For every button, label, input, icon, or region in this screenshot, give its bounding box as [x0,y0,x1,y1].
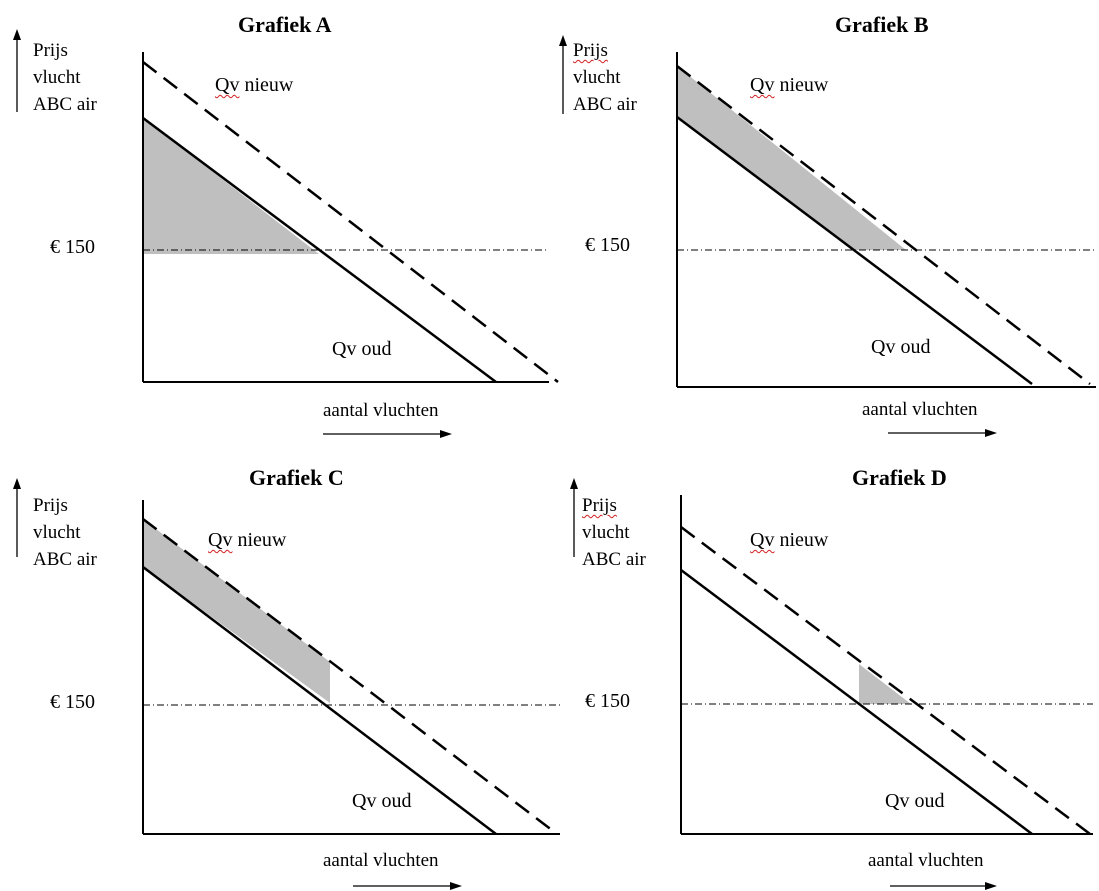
demand-old-label: Qv oud [885,790,945,812]
graph-panel-a: Grafiek A Prijs vlucht ABC air € 150 Qv … [0,0,559,445]
y-axis-arrowhead [559,35,567,46]
demand-new-suffix: nieuw [774,529,829,551]
demand-new-line [680,526,1091,835]
graph-title: Grafiek D [852,465,947,490]
demand-new-suffix: nieuw [239,74,294,96]
y-axis-arrowhead [13,478,21,489]
y-label-line3: ABC air [573,94,637,115]
demand-old-label: Qv oud [332,338,392,360]
price-level-label: € 150 [50,691,95,713]
demand-new-suffix: nieuw [774,74,829,96]
demand-new-prefix: Qv [215,74,240,96]
y-label-line2: vlucht [573,67,621,88]
demand-new-line [142,518,558,835]
shaded-area-b [677,66,906,250]
demand-old-line [142,116,497,384]
shaded-area-c [143,519,330,703]
demand-new-prefix: Qv [750,529,775,551]
y-label-line1: Prijs [582,495,617,516]
demand-new-label: Qv nieuw [208,529,286,552]
y-label-line3: ABC air [33,549,97,570]
demand-new-label: Qv nieuw [750,529,828,552]
y-label-line2: vlucht [33,522,81,543]
demand-new-label: Qv nieuw [750,74,828,97]
price-level-label: € 150 [585,234,630,256]
demand-old-label: Qv oud [871,336,931,358]
x-axis-label: aantal vluchten [323,400,439,421]
y-axis-label: Prijs vlucht ABC air [33,37,97,118]
demand-old-line [680,569,1033,835]
graph-c-svg [13,478,560,890]
graph-panel-c: Grafiek C Prijs vlucht ABC air € 150 Qv … [0,445,560,890]
graph-title: Grafiek A [238,12,332,37]
graph-b-svg [559,35,1096,437]
graph-panel-d: Grafiek D Prijs vlucht ABC air € 150 Qv … [535,445,1093,890]
y-axis-arrowhead [570,478,578,489]
y-label-line1: Prijs [33,495,68,516]
x-axis-arrowhead [450,882,462,890]
graph-title: Grafiek C [249,465,344,490]
y-label-line1: Prijs [573,40,608,61]
demand-new-prefix: Qv [208,529,233,551]
x-axis-arrowhead [985,429,997,437]
x-axis-label: aantal vluchten [862,399,978,420]
graph-a-svg [13,29,559,438]
y-axis-label: Prijs vlucht ABC air [582,492,646,573]
demand-new-line [676,65,1091,385]
graph-title: Grafiek B [835,12,929,37]
demand-new-line [142,61,559,383]
y-axis-label: Prijs vlucht ABC air [33,492,97,573]
demand-old-label: Qv oud [352,790,412,812]
y-label-line3: ABC air [33,94,97,115]
x-axis-label: aantal vluchten [323,850,439,871]
demand-new-label: Qv nieuw [215,74,293,97]
x-axis-arrowhead [985,882,997,890]
y-axis-label: Prijs vlucht ABC air [573,37,637,118]
demand-old-line [142,566,497,835]
y-label-line3: ABC air [582,549,646,570]
graph-d-svg [570,478,1093,890]
shaded-area-d [859,664,911,704]
x-axis-label: aantal vluchten [868,850,984,871]
y-axis-arrowhead [13,29,21,40]
demand-old-line [676,116,1033,385]
price-level-label: € 150 [50,236,95,258]
demand-new-prefix: Qv [750,74,775,96]
y-label-line1: Prijs [33,40,68,61]
x-axis-arrowhead [440,430,452,438]
demand-new-suffix: nieuw [232,529,287,551]
graph-panel-b: Grafiek B Prijs vlucht ABC air € 150 Qv … [535,0,1096,445]
y-label-line2: vlucht [582,522,630,543]
price-level-label: € 150 [585,690,630,712]
y-label-line2: vlucht [33,67,81,88]
